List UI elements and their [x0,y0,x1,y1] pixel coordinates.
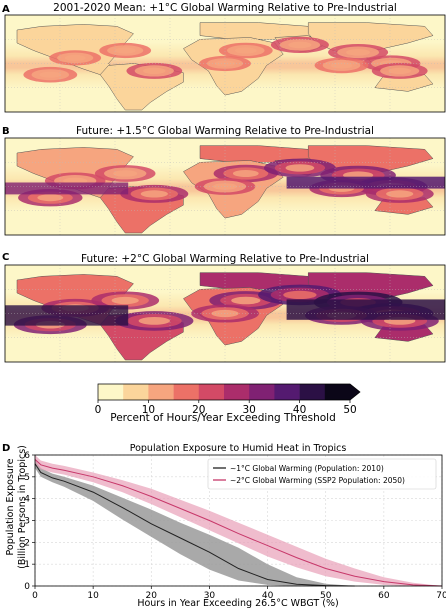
map-c-letter: C [2,252,9,263]
heat-region [64,54,86,62]
colorbar-cell [299,384,326,400]
heat-region [143,67,166,75]
legend-label-1: ~1°C Global Warming (Population: 2010) [230,464,384,473]
heat-region [231,296,261,305]
colorbar-cell [198,384,225,400]
colorbar-outline [97,383,361,401]
series-2-uncertainty-band [35,455,442,586]
colorbar-tick-label: 50 [343,404,356,416]
map-b-plot [4,137,446,236]
x-tick-label: 60 [378,591,390,601]
heat-region [138,317,170,325]
colorbar-ticks: 0 10 20 30 40 50 [95,400,357,416]
map-frame [4,137,446,236]
heat-region [113,170,138,177]
map-frame [4,14,446,113]
map-panel-c: C Future: +2°C Global Warming Relative t… [2,252,446,363]
ocean-heat-band [286,176,445,189]
y-tick-label: 3 [24,517,30,527]
colorbar-cell [148,384,174,400]
map-a-plot [4,14,446,113]
x-tick-label: 30 [204,591,216,601]
colorbar-tick-label: 10 [142,404,155,416]
heat-region [37,194,64,202]
map-b-letter: B [2,126,10,137]
map-c-plot [4,264,446,363]
chart-title: Population Exposure to Humid Heat in Tro… [130,443,347,454]
colorbar-cell [123,384,149,400]
map-c-title: Future: +2°C Global Warming Relative to … [81,253,369,265]
y-tick-label: 1 [24,560,30,570]
line-chart-panel: D Population Exposure to Humid Heat in T… [2,443,446,609]
colorbar: 0 10 20 30 40 50 Percent of Hours/Year Exceed… [95,383,361,424]
x-axis-label: Hours in Year Exceeding 26.5°C WBGT (%) [137,598,338,609]
heat-region [283,290,317,299]
colorbar-cell [274,384,300,400]
colorbar-cells [97,383,361,401]
y-axis-label-line2: (Billion Persons in Tropics) [17,445,28,569]
colorbar-extend-arrow [324,384,360,400]
ocean-heat-band [5,305,129,326]
x-tick-label: 70 [436,591,446,601]
heat-region [288,41,312,49]
legend-box [207,458,437,490]
heat-region [39,71,62,78]
series-1-uncertainty-band [35,459,355,586]
heat-region [388,67,411,75]
map-b-title: Future: +1.5°C Global Warming Relative t… [76,125,374,137]
map-panel-b: B Future: +1.5°C Global Warming Relative… [2,125,446,236]
y-tick-label: 2 [24,538,30,548]
heat-region [346,49,371,56]
x-tick-label: 20 [146,591,158,601]
colorbar-cell [98,384,124,400]
y-axis-label-line1: Population Exposure [5,458,16,555]
ocean-heat-band [286,299,445,320]
x-tick-label: 10 [87,591,99,601]
legend-label-2: ~2°C Global Warming (SSP2 Population: 20… [230,476,405,485]
map-panel-a: A 2001-2020 Mean: +1°C Global Warming Re… [2,2,446,113]
y-tick-label: 5 [24,473,30,483]
colorbar-tick-label: 30 [243,404,256,416]
colorbar-cell [173,384,200,400]
heat-region [285,164,315,172]
series-2-line [34,459,443,587]
colorbar-label: Percent of Hours/Year Exceeding Threshol… [110,412,336,424]
heat-region [114,47,136,54]
line-chart-plot: 0 10 20 30 40 50 60 70 0 1 2 3 4 5 6 ~1°C Global Warmin… [24,451,446,601]
colorbar-tick-label: 20 [192,404,205,416]
colorbar-cell [224,384,250,400]
heat-region [235,47,257,54]
y-tick-label: 6 [24,451,30,461]
x-tick-label: 50 [320,591,332,601]
map-a-letter: A [2,4,10,15]
continent-outline [16,24,134,75]
colorbar-tick-label: 40 [293,404,306,416]
x-tick-label: 0 [32,591,38,601]
heat-region [232,170,259,177]
map-frame [4,264,446,363]
heat-region [330,62,353,69]
y-tick-label: 4 [24,495,30,505]
heat-region [111,296,139,305]
series-1-line [34,463,355,587]
chart-letter: D [2,443,10,454]
heat-region [386,190,414,198]
colorbar-tick-label: 0 [95,404,102,416]
map-a-title: 2001-2020 Mean: +1°C Global Warming Rela… [53,2,397,14]
ocean-heat-band [5,182,129,195]
y-tick-label: 0 [24,582,30,592]
colorbar-cell [249,384,275,400]
x-tick-label: 40 [262,591,274,601]
heat-region [140,190,168,198]
